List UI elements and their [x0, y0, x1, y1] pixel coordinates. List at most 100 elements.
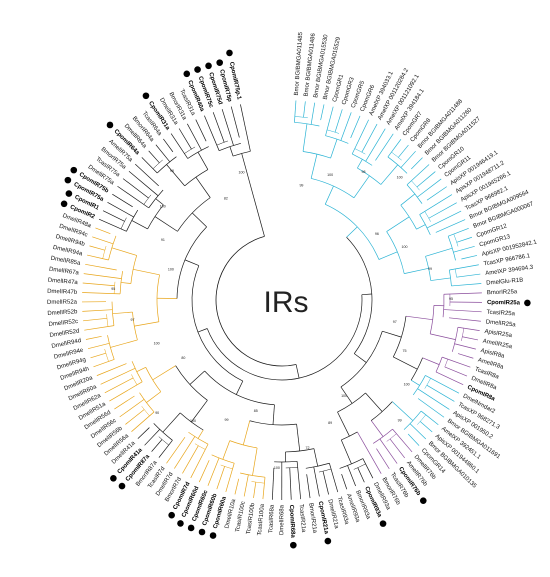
- leaf-label: DmelIR47b: [47, 289, 78, 296]
- tip-branch: [117, 185, 149, 209]
- tip-branch: [449, 264, 479, 271]
- subclade-arc: [454, 268, 457, 278]
- level0-stem: [400, 193, 416, 206]
- leaf-label: TcasIR100b: [246, 502, 257, 535]
- tip-branch: [253, 482, 257, 499]
- tip-branch: [375, 133, 394, 161]
- bootstrap-label: 80: [181, 356, 185, 360]
- subclade-arc: [251, 481, 265, 484]
- tip-branch: [225, 463, 235, 493]
- tip-branch: [417, 388, 450, 410]
- bootstrap-label: 99: [224, 418, 228, 422]
- tip-branch: [271, 467, 275, 500]
- tip-branch: [82, 292, 121, 295]
- subclade-arc: [104, 348, 109, 362]
- subclade-arc: [143, 194, 152, 205]
- tip-branch: [407, 433, 420, 446]
- tip-branch: [198, 460, 210, 483]
- leaf-label: DmelIR25a: [485, 319, 516, 328]
- tip-branch: [195, 119, 207, 142]
- level1-stem: [154, 216, 178, 232]
- tip-branch: [341, 473, 348, 490]
- tip-branch: [122, 178, 149, 199]
- leaf-label: AmelIR25a: [482, 339, 513, 351]
- ortholog-marker-dot: [183, 70, 191, 78]
- tip-branch: [340, 112, 352, 141]
- tip-branch: [444, 366, 468, 377]
- tip-branch: [144, 429, 160, 446]
- bootstrap-label: 100: [274, 466, 280, 470]
- clade-arc: [156, 156, 177, 174]
- ortholog-marker-dot: [194, 66, 201, 73]
- level2-arc: [176, 226, 207, 299]
- bootstrap-values: 99 100 98 100 96 100 99 95 97 75 100 99 100 89 72 100 85…: [111, 169, 453, 470]
- level1-stem: [365, 392, 383, 412]
- level1-stem: [405, 315, 433, 321]
- level0-stem: [110, 339, 138, 348]
- subclade-arc: [158, 436, 169, 446]
- tip-branch: [92, 236, 114, 245]
- tip-branch: [387, 139, 402, 158]
- bootstrap-label: 91: [161, 238, 165, 242]
- bootstrap-label: 100: [327, 173, 333, 177]
- tip-branch: [134, 163, 159, 187]
- ortholog-marker-dot: [187, 524, 195, 532]
- tip-branch: [96, 363, 127, 376]
- leaf-label: AmelXP 394694.3: [485, 265, 534, 277]
- clade-arc: [188, 431, 209, 445]
- subclade-arc: [113, 281, 116, 294]
- leaf-label: BmorIR21a: [307, 503, 317, 535]
- tip-branch: [178, 128, 192, 150]
- tip-branch: [329, 463, 339, 493]
- ortholog-marker-dot: [524, 299, 531, 307]
- root-stem: [295, 364, 300, 379]
- tip-branch: [114, 395, 135, 410]
- leaf-label: DmelGlu-R1B: [486, 278, 523, 287]
- tip-branch: [98, 218, 127, 232]
- level2-stem: [382, 330, 402, 338]
- ortholog-marker-dot: [65, 190, 73, 197]
- tip-branch: [451, 283, 482, 287]
- subclade-arc: [106, 314, 109, 327]
- level1-stem: [353, 175, 370, 198]
- level3-stem: [235, 380, 244, 395]
- level3-arc: [346, 237, 373, 354]
- level0-stem: [422, 357, 440, 365]
- tip-branch: [419, 194, 453, 215]
- bootstrap-label: 99: [398, 418, 402, 422]
- leaf-label: CpomIR21a: [317, 501, 329, 535]
- tip-branch: [398, 144, 409, 158]
- level0-arc: [371, 401, 393, 421]
- bootstrap-label: 100: [154, 341, 160, 345]
- tip-branch: [207, 457, 220, 486]
- tip-branch: [420, 410, 439, 426]
- tip-branch: [262, 477, 266, 500]
- tip-branch: [303, 101, 306, 118]
- level3-stem: [184, 259, 199, 266]
- level0-stem: [229, 146, 234, 157]
- level3-stem: [354, 353, 367, 363]
- clade-arc: [131, 361, 143, 383]
- tip-branch: [454, 343, 476, 350]
- clade-arc: [447, 236, 456, 261]
- tip-branch: [361, 123, 378, 153]
- tip-branch: [166, 436, 186, 464]
- clade-arc: [352, 153, 373, 166]
- tip-branch: [426, 384, 455, 402]
- tip-branch: [428, 202, 457, 219]
- ortholog-marker-dot: [379, 520, 387, 527]
- tip-branch: [109, 381, 143, 402]
- subclade-arc: [131, 374, 138, 386]
- level0-stem: [244, 125, 251, 152]
- leaf-label: DmelIR52a: [47, 300, 78, 306]
- tip-branch: [83, 317, 107, 322]
- tip-branch: [441, 356, 471, 368]
- tip-branch: [389, 438, 406, 459]
- ortholog-marker-dot: [70, 166, 78, 174]
- leaf-label: CpomIR25a: [487, 300, 521, 306]
- bootstrap-label: 100: [238, 170, 244, 174]
- ortholog-marker-dot: [419, 497, 427, 504]
- leaf-label: DmelIR94d: [51, 338, 82, 350]
- tip-branch: [107, 201, 134, 218]
- clade-arc: [153, 423, 173, 441]
